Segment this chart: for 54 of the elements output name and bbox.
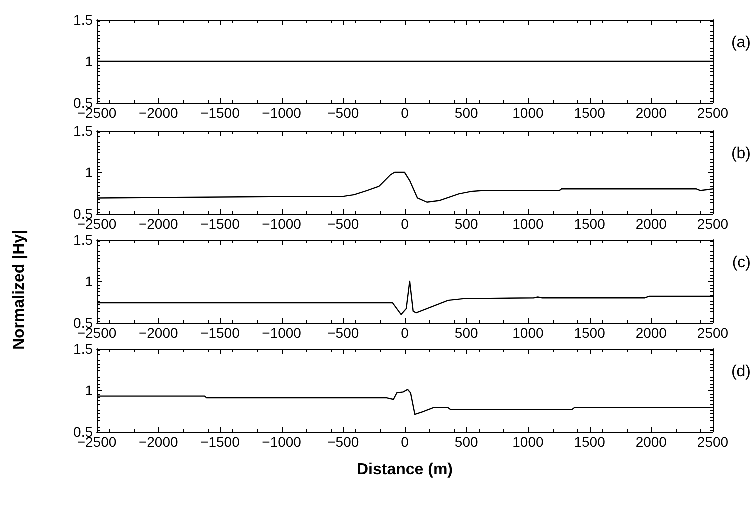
x-tick-label: 1500 [574, 216, 606, 232]
text: (d) [731, 364, 752, 380]
y-axis-title: Normalized |Hy| [11, 230, 29, 350]
x-tick-label: 0 [401, 434, 410, 450]
y-tick-label: 1 [85, 164, 94, 180]
x-tick-label: 500 [454, 216, 478, 232]
x-tick-label: −2000 [138, 325, 178, 341]
x-tick-label: 2000 [636, 216, 668, 232]
y-tick-label: 1 [85, 382, 94, 398]
x-tick-label: 2500 [697, 216, 729, 232]
text: (a) [731, 34, 752, 52]
text: (c) [732, 254, 751, 272]
y-tick-label: 1 [85, 274, 94, 290]
x-tick-label: −1500 [200, 434, 240, 450]
x-tick-label: −500 [328, 105, 360, 121]
x-tick-label: 1500 [574, 434, 606, 450]
x-tick-label: 1500 [574, 325, 606, 341]
x-tick-label: 0 [401, 105, 410, 121]
x-tick-label: 2500 [697, 434, 729, 450]
x-axis-title: Distance (m) [356, 462, 454, 478]
x-tick-label: 0 [401, 216, 410, 232]
x-tick-label: −1500 [200, 216, 240, 232]
x-tick-label: −1000 [262, 216, 302, 232]
x-tick-label: −2000 [138, 105, 178, 121]
y-tick-label: 1.5 [74, 123, 94, 139]
x-tick-label: −2000 [138, 434, 178, 450]
x-tick-label: −1500 [200, 325, 240, 341]
y-tick-label: 1.5 [74, 341, 94, 357]
x-tick-label: −500 [328, 325, 360, 341]
x-tick-label: 1500 [574, 105, 606, 121]
x-tick-label: 500 [454, 325, 478, 341]
x-tick-label: 500 [454, 105, 478, 121]
x-tick-label: 1000 [512, 216, 544, 232]
x-tick-label: −1000 [262, 434, 302, 450]
x-tick-label: 1000 [512, 325, 544, 341]
x-tick-label: −1000 [262, 325, 302, 341]
x-tick-label: −2000 [138, 216, 178, 232]
x-tick-label: 2500 [697, 325, 729, 341]
x-tick-label: 2500 [697, 105, 729, 121]
x-tick-label: 2000 [636, 105, 668, 121]
x-tick-label: 0 [401, 325, 410, 341]
x-tick-label: 1000 [512, 434, 544, 450]
x-tick-label: −500 [328, 434, 360, 450]
y-tick-label: 1 [85, 54, 94, 70]
x-tick-label: −500 [328, 216, 360, 232]
x-tick-label: 500 [454, 434, 478, 450]
text: (b) [731, 146, 752, 162]
x-tick-label: 2000 [636, 325, 668, 341]
y-tick-label: 1.5 [74, 232, 94, 248]
x-tick-label: 1000 [512, 105, 544, 121]
x-tick-label: 2000 [636, 434, 668, 450]
x-tick-label: −1000 [262, 105, 302, 121]
x-tick-label: −1500 [200, 105, 240, 121]
y-tick-label: 1.5 [74, 12, 94, 28]
